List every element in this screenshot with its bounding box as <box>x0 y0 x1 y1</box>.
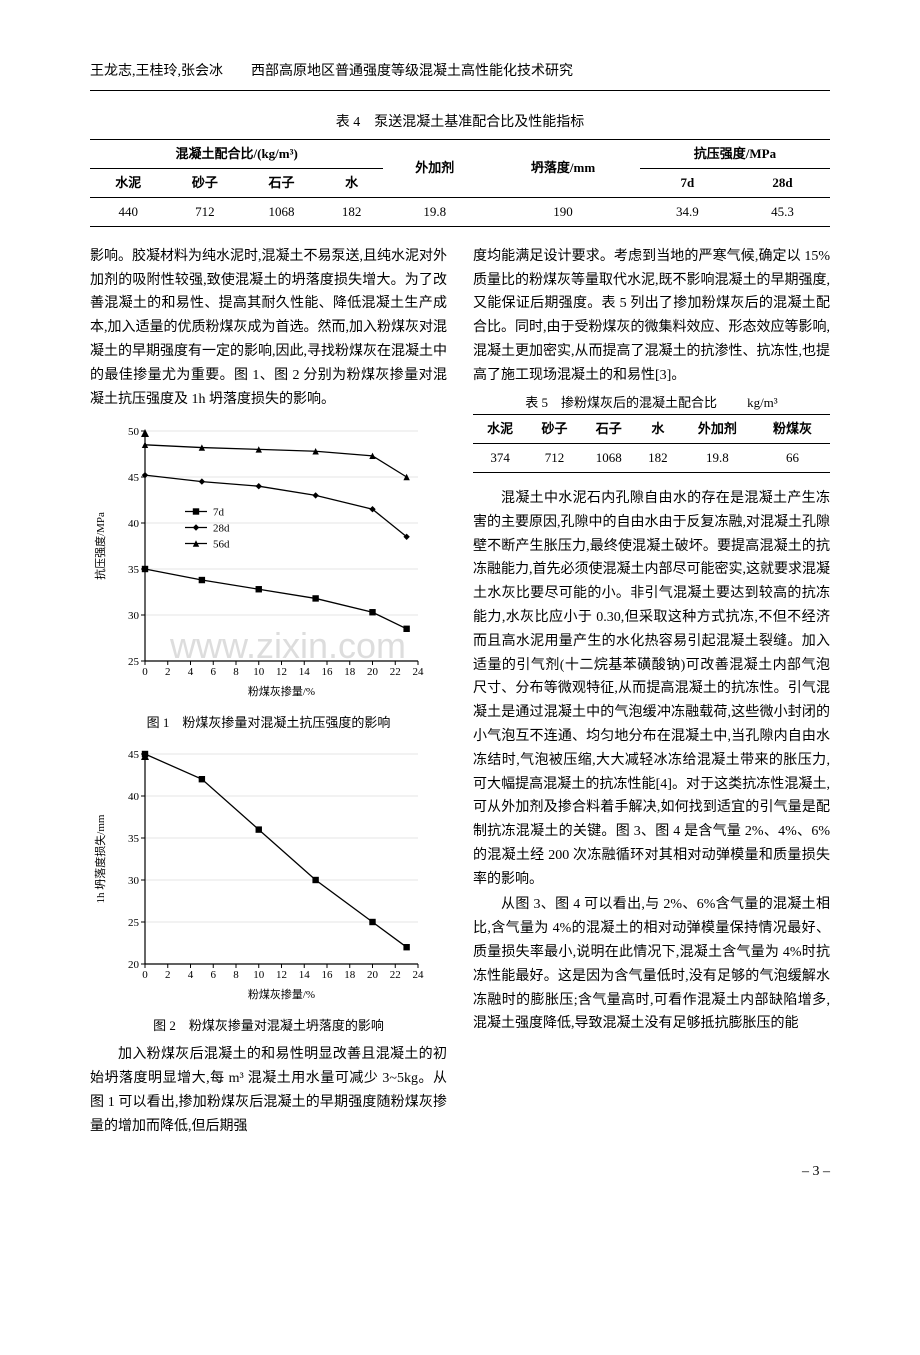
svg-text:35: 35 <box>128 564 140 576</box>
svg-text:2: 2 <box>165 666 171 678</box>
t4-cement: 440 <box>90 197 167 226</box>
svg-text:45: 45 <box>128 749 140 761</box>
svg-text:30: 30 <box>128 610 140 622</box>
page-number: – 3 – <box>90 1160 830 1184</box>
t5-admix: 19.8 <box>680 443 755 472</box>
chart1: 253035404550024681012141618202224粉煤灰掺量/%… <box>90 421 430 701</box>
svg-text:24: 24 <box>413 969 425 981</box>
left-p1: 影响。胶凝材料为纯水泥时,混凝土不易泵送,且纯水泥对外加剂的吸附性较强,致使混凝… <box>90 245 447 412</box>
t5-h-admix: 外加剂 <box>680 414 755 443</box>
t5-cement: 374 <box>473 443 527 472</box>
t5-sand: 712 <box>527 443 581 472</box>
svg-text:40: 40 <box>128 791 140 803</box>
svg-text:1h 坍落度损失/mm: 1h 坍落度损失/mm <box>93 814 107 903</box>
svg-text:25: 25 <box>128 917 140 929</box>
chart2: 202530354045024681012141618202224粉煤灰掺量/%… <box>90 744 430 1004</box>
svg-text:35: 35 <box>128 833 140 845</box>
t4-h-28d: 28d <box>735 168 830 197</box>
right-p3: 从图 3、图 4 可以看出,与 2%、6%含气量的混凝土相比,含气量为 4%的混… <box>473 893 830 1036</box>
svg-text:18: 18 <box>344 666 356 678</box>
t5-h-flyash: 粉煤灰 <box>755 414 830 443</box>
t4-h-sand: 砂子 <box>167 168 244 197</box>
t4-admix: 19.8 <box>383 197 486 226</box>
svg-text:4: 4 <box>188 969 194 981</box>
svg-text:粉煤灰掺量/%: 粉煤灰掺量/% <box>248 684 315 698</box>
t4-sand: 712 <box>167 197 244 226</box>
svg-text:25: 25 <box>128 656 140 668</box>
svg-text:50: 50 <box>128 426 140 438</box>
t4-h-water: 水 <box>320 168 384 197</box>
page-header: 王龙志,王桂玲,张会冰 西部高原地区普通强度等级混凝土高性能化技术研究 <box>90 60 830 91</box>
svg-text:12: 12 <box>276 666 287 678</box>
svg-text:0: 0 <box>142 666 148 678</box>
right-p1: 度均能满足设计要求。考虑到当地的严寒气候,确定以 15%质量比的粉煤灰等量取代水… <box>473 245 830 388</box>
svg-text:14: 14 <box>299 666 311 678</box>
svg-text:14: 14 <box>299 969 311 981</box>
svg-text:粉煤灰掺量/%: 粉煤灰掺量/% <box>248 987 315 1001</box>
table4: 混凝土配合比/(kg/m³) 外加剂 坍落度/mm 抗压强度/MPa 水泥 砂子… <box>90 139 830 227</box>
t4-group-strength: 抗压强度/MPa <box>640 139 830 168</box>
svg-text:16: 16 <box>322 969 334 981</box>
table4-caption: 表 4 泵送混凝土基准配合比及性能指标 <box>90 111 830 135</box>
svg-text:20: 20 <box>367 969 379 981</box>
svg-text:8: 8 <box>233 969 239 981</box>
svg-text:6: 6 <box>211 666 217 678</box>
t4-water: 182 <box>320 197 384 226</box>
t5-water: 182 <box>636 443 680 472</box>
t5-h-water: 水 <box>636 414 680 443</box>
svg-text:18: 18 <box>344 969 356 981</box>
svg-text:22: 22 <box>390 969 401 981</box>
svg-text:40: 40 <box>128 518 140 530</box>
svg-text:抗压强度/MPa: 抗压强度/MPa <box>93 512 107 580</box>
left-column: 影响。胶凝材料为纯水泥时,混凝土不易泵送,且纯水泥对外加剂的吸附性较强,致使混凝… <box>90 245 447 1141</box>
t5-h-stone: 石子 <box>582 414 636 443</box>
svg-text:28d: 28d <box>213 523 230 535</box>
t5-stone: 1068 <box>582 443 636 472</box>
t4-h-cement: 水泥 <box>90 168 167 197</box>
t5-h-sand: 砂子 <box>527 414 581 443</box>
svg-text:24: 24 <box>413 666 425 678</box>
svg-text:10: 10 <box>253 969 265 981</box>
t4-h-7d: 7d <box>640 168 735 197</box>
t4-slump: 190 <box>486 197 640 226</box>
svg-text:4: 4 <box>188 666 194 678</box>
chart2-title: 图 2 粉煤灰掺量对混凝土坍落度的影响 <box>90 1015 447 1037</box>
chart2-block: 202530354045024681012141618202224粉煤灰掺量/%… <box>90 744 447 1037</box>
t4-stone: 1068 <box>243 197 320 226</box>
svg-text:8: 8 <box>233 666 239 678</box>
svg-text:16: 16 <box>322 666 334 678</box>
svg-text:45: 45 <box>128 472 140 484</box>
right-p2: 混凝土中水泥石内孔隙自由水的存在是混凝土产生冻害的主要原因,孔隙中的自由水由于反… <box>473 487 830 892</box>
svg-text:6: 6 <box>211 969 217 981</box>
svg-text:22: 22 <box>390 666 401 678</box>
svg-text:12: 12 <box>276 969 287 981</box>
table5-caption: 表 5 掺粉煤灰后的混凝土配合比 <box>525 392 717 414</box>
t4-7d: 34.9 <box>640 197 735 226</box>
table5-unit: kg/m³ <box>747 392 778 414</box>
t4-h-admix: 外加剂 <box>383 139 486 197</box>
t5-h-cement: 水泥 <box>473 414 527 443</box>
svg-text:56d: 56d <box>213 539 230 551</box>
svg-text:10: 10 <box>253 666 265 678</box>
chart1-block: 253035404550024681012141618202224粉煤灰掺量/%… <box>90 421 447 734</box>
svg-text:2: 2 <box>165 969 171 981</box>
svg-text:0: 0 <box>142 969 148 981</box>
right-column: 度均能满足设计要求。考虑到当地的严寒气候,确定以 15%质量比的粉煤灰等量取代水… <box>473 245 830 1141</box>
t4-group-mix: 混凝土配合比/(kg/m³) <box>90 139 383 168</box>
table5-wrap: 表 5 掺粉煤灰后的混凝土配合比 kg/m³ 水泥 砂子 石子 水 外加剂 粉煤… <box>473 392 830 473</box>
t4-group-slump: 坍落度/mm <box>486 139 640 197</box>
t5-flyash: 66 <box>755 443 830 472</box>
svg-text:20: 20 <box>128 959 140 971</box>
t4-28d: 45.3 <box>735 197 830 226</box>
svg-text:30: 30 <box>128 875 140 887</box>
t4-h-stone: 石子 <box>243 168 320 197</box>
left-p2: 加入粉煤灰后混凝土的和易性明显改善且混凝土的初始坍落度明显增大,每 m³ 混凝土… <box>90 1043 447 1138</box>
svg-text:20: 20 <box>367 666 379 678</box>
svg-text:7d: 7d <box>213 507 225 519</box>
table5: 水泥 砂子 石子 水 外加剂 粉煤灰 374 712 1068 182 19.8… <box>473 414 830 473</box>
chart1-title: 图 1 粉煤灰掺量对混凝土抗压强度的影响 <box>90 712 447 734</box>
